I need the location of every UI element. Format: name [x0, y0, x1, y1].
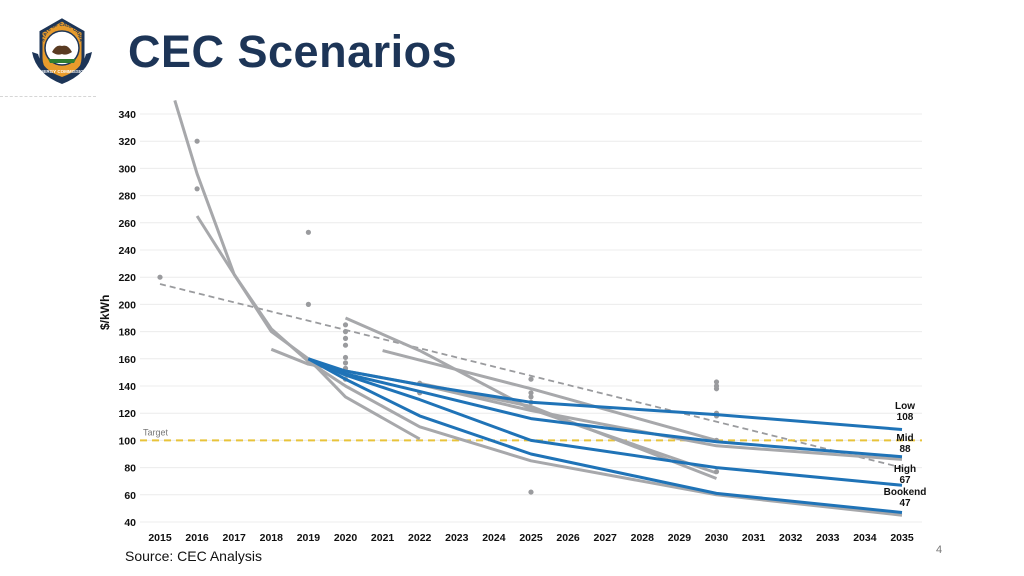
data-point [528, 376, 534, 382]
y-tick-label: 240 [118, 245, 136, 257]
x-tick-label: 2028 [631, 532, 655, 544]
scenario-label-value: 47 [899, 498, 911, 509]
x-tick-label: 2034 [853, 532, 877, 544]
y-tick-label: 160 [118, 354, 136, 366]
scenario-label-value: 88 [899, 444, 911, 455]
x-tick-label: 2022 [408, 532, 432, 544]
data-point [342, 329, 349, 335]
y-axis-ticks: 40 60 80 100 120 140 160 180 200 220 240 260 280 300 3… [118, 109, 136, 529]
x-tick-label: 2016 [185, 532, 209, 544]
scenario-label-name: Low [895, 401, 915, 412]
x-tick-label: 2024 [482, 532, 506, 544]
x-tick-label: 2023 [445, 532, 469, 544]
data-point [342, 335, 349, 341]
data-point [528, 390, 534, 396]
page-number: 4 [936, 544, 943, 556]
y-tick-label: 120 [118, 408, 136, 420]
x-tick-label: 2015 [148, 532, 172, 544]
y-tick-label: 280 [118, 191, 136, 203]
data-point [194, 138, 200, 144]
header-divider [0, 96, 96, 97]
x-tick-label: 2030 [705, 532, 729, 544]
x-axis-ticks: 2015 2016 2017 2018 2019 2020 2021 2022 2023 2024… [148, 532, 914, 544]
data-point [157, 274, 163, 280]
other-projections [173, 100, 903, 517]
data-point [194, 186, 200, 192]
y-tick-label: 260 [118, 218, 136, 230]
trend-line-path [159, 283, 903, 469]
projection-line [195, 215, 903, 517]
projection-line [173, 100, 421, 441]
y-tick-label: 140 [118, 381, 136, 393]
x-tick-label: 2018 [260, 532, 284, 544]
gridlines [140, 113, 922, 523]
source-note: Source: CEC Analysis [125, 548, 262, 564]
y-tick-label: 180 [118, 327, 136, 339]
scenario-label-value: 108 [897, 412, 914, 423]
y-tick-label: 60 [124, 490, 136, 502]
seal-icon: ENERGY COMMISSION STATE OF CALIFORNIA [32, 18, 92, 84]
y-tick-label: 340 [118, 109, 136, 121]
x-tick-label: 2032 [779, 532, 803, 544]
projection-line [382, 349, 717, 442]
scenario-label-name: Bookend [884, 487, 927, 498]
y-tick-label: 100 [118, 435, 136, 447]
y-tick-label: 200 [118, 299, 136, 311]
y-tick-label: 80 [124, 463, 136, 475]
data-point [528, 394, 534, 400]
scatter-points [157, 138, 720, 495]
data-point [342, 360, 349, 366]
scenario-line-low [307, 357, 903, 431]
trend-line [159, 283, 903, 469]
y-tick-label: 220 [118, 272, 136, 284]
x-tick-label: 2017 [223, 532, 247, 544]
data-point [342, 354, 349, 361]
logo-bottom-text: ENERGY COMMISSION [37, 69, 87, 74]
target-label: Target [143, 427, 169, 437]
scenario-label-value: 67 [899, 475, 911, 486]
data-point [528, 489, 534, 495]
x-tick-label: 2031 [742, 532, 766, 544]
x-tick-label: 2019 [297, 532, 321, 544]
y-tick-label: 40 [124, 517, 136, 529]
data-point [342, 322, 349, 328]
x-tick-label: 2027 [594, 532, 618, 544]
scenario-line-high [307, 357, 903, 487]
x-tick-label: 2029 [668, 532, 692, 544]
x-tick-label: 2020 [334, 532, 358, 544]
data-point [305, 301, 311, 307]
data-point [342, 342, 349, 348]
projection-line [270, 347, 903, 461]
x-tick-label: 2035 [890, 532, 914, 544]
page-title: CEC Scenarios [128, 26, 458, 77]
scenario-label-name: High [894, 464, 916, 475]
data-point [713, 469, 720, 475]
data-point [713, 386, 720, 392]
data-point [305, 229, 311, 235]
y-axis-label: $/kWh [98, 295, 112, 330]
x-tick-label: 2025 [519, 532, 543, 544]
x-tick-label: 2033 [816, 532, 840, 544]
energy-commission-logo: ENERGY COMMISSION STATE OF CALIFORNIA [26, 14, 98, 86]
scenario-line-bookend [307, 357, 903, 514]
data-point [713, 379, 720, 385]
y-tick-label: 300 [118, 163, 136, 175]
scenario-label-name: Mid [896, 433, 913, 444]
x-tick-label: 2026 [556, 532, 580, 544]
y-tick-label: 320 [118, 136, 136, 148]
scenario-lines [307, 357, 903, 514]
x-tick-label: 2021 [371, 532, 395, 544]
target-line: Target [140, 427, 922, 442]
